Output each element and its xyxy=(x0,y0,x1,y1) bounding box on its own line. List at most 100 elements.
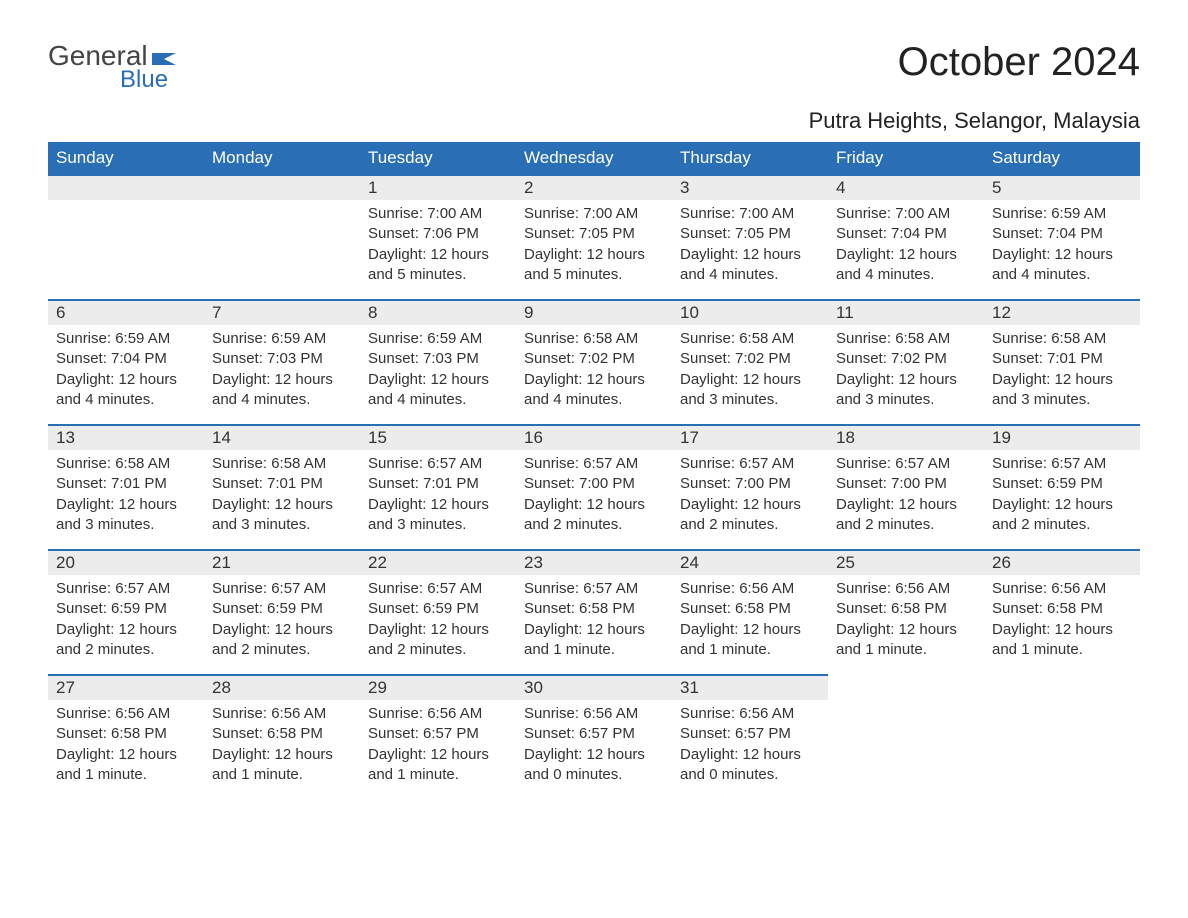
dayname-header: Monday xyxy=(204,142,360,174)
day-details: Sunrise: 7:00 AMSunset: 7:06 PMDaylight:… xyxy=(360,200,516,293)
day-number: 5 xyxy=(984,174,1140,200)
calendar-cell: 15Sunrise: 6:57 AMSunset: 7:01 PMDayligh… xyxy=(360,424,516,549)
calendar-cell: 26Sunrise: 6:56 AMSunset: 6:58 PMDayligh… xyxy=(984,549,1140,674)
calendar-cell: 13Sunrise: 6:58 AMSunset: 7:01 PMDayligh… xyxy=(48,424,204,549)
dayname-header: Sunday xyxy=(48,142,204,174)
day-number: 27 xyxy=(48,674,204,700)
calendar-cell: 23Sunrise: 6:57 AMSunset: 6:58 PMDayligh… xyxy=(516,549,672,674)
day-details: Sunrise: 6:59 AMSunset: 7:04 PMDaylight:… xyxy=(984,200,1140,293)
calendar-cell: 18Sunrise: 6:57 AMSunset: 7:00 PMDayligh… xyxy=(828,424,984,549)
calendar-cell: 7Sunrise: 6:59 AMSunset: 7:03 PMDaylight… xyxy=(204,299,360,424)
dayname-header: Thursday xyxy=(672,142,828,174)
calendar-cell: 6Sunrise: 6:59 AMSunset: 7:04 PMDaylight… xyxy=(48,299,204,424)
day-number: 18 xyxy=(828,424,984,450)
day-details: Sunrise: 6:56 AMSunset: 6:57 PMDaylight:… xyxy=(360,700,516,793)
day-details: Sunrise: 6:58 AMSunset: 7:01 PMDaylight:… xyxy=(984,325,1140,418)
dayname-header: Saturday xyxy=(984,142,1140,174)
calendar-cell: 31Sunrise: 6:56 AMSunset: 6:57 PMDayligh… xyxy=(672,674,828,799)
day-number: 13 xyxy=(48,424,204,450)
calendar-cell: 1Sunrise: 7:00 AMSunset: 7:06 PMDaylight… xyxy=(360,174,516,299)
calendar-cell: 22Sunrise: 6:57 AMSunset: 6:59 PMDayligh… xyxy=(360,549,516,674)
calendar-cell: 10Sunrise: 6:58 AMSunset: 7:02 PMDayligh… xyxy=(672,299,828,424)
day-details: Sunrise: 6:58 AMSunset: 7:02 PMDaylight:… xyxy=(516,325,672,418)
day-details: Sunrise: 6:57 AMSunset: 6:58 PMDaylight:… xyxy=(516,575,672,668)
day-number: 30 xyxy=(516,674,672,700)
calendar-cell: 3Sunrise: 7:00 AMSunset: 7:05 PMDaylight… xyxy=(672,174,828,299)
calendar-cell: 12Sunrise: 6:58 AMSunset: 7:01 PMDayligh… xyxy=(984,299,1140,424)
calendar-cell: 16Sunrise: 6:57 AMSunset: 7:00 PMDayligh… xyxy=(516,424,672,549)
logo: General Blue xyxy=(48,40,176,94)
day-number: 16 xyxy=(516,424,672,450)
day-number: 17 xyxy=(672,424,828,450)
day-details: Sunrise: 6:59 AMSunset: 7:03 PMDaylight:… xyxy=(204,325,360,418)
day-number: 31 xyxy=(672,674,828,700)
day-details: Sunrise: 6:57 AMSunset: 6:59 PMDaylight:… xyxy=(360,575,516,668)
day-details: Sunrise: 6:59 AMSunset: 7:04 PMDaylight:… xyxy=(48,325,204,418)
day-number: 24 xyxy=(672,549,828,575)
month-title: October 2024 xyxy=(898,40,1140,85)
day-number: 29 xyxy=(360,674,516,700)
day-details: Sunrise: 7:00 AMSunset: 7:05 PMDaylight:… xyxy=(516,200,672,293)
day-details: Sunrise: 6:56 AMSunset: 6:57 PMDaylight:… xyxy=(672,700,828,793)
day-number: 6 xyxy=(48,299,204,325)
calendar-cell: 4Sunrise: 7:00 AMSunset: 7:04 PMDaylight… xyxy=(828,174,984,299)
calendar-cell: 20Sunrise: 6:57 AMSunset: 6:59 PMDayligh… xyxy=(48,549,204,674)
calendar-cell: 25Sunrise: 6:56 AMSunset: 6:58 PMDayligh… xyxy=(828,549,984,674)
day-details: Sunrise: 6:58 AMSunset: 7:02 PMDaylight:… xyxy=(828,325,984,418)
day-number: 9 xyxy=(516,299,672,325)
calendar-cell-empty xyxy=(204,174,360,299)
day-number: 23 xyxy=(516,549,672,575)
day-details: Sunrise: 6:57 AMSunset: 7:01 PMDaylight:… xyxy=(360,450,516,543)
day-number: 22 xyxy=(360,549,516,575)
calendar-cell: 17Sunrise: 6:57 AMSunset: 7:00 PMDayligh… xyxy=(672,424,828,549)
day-details: Sunrise: 6:58 AMSunset: 7:01 PMDaylight:… xyxy=(48,450,204,543)
day-number: 10 xyxy=(672,299,828,325)
day-number: 25 xyxy=(828,549,984,575)
day-details: Sunrise: 6:57 AMSunset: 7:00 PMDaylight:… xyxy=(828,450,984,543)
day-number: 14 xyxy=(204,424,360,450)
calendar-cell: 14Sunrise: 6:58 AMSunset: 7:01 PMDayligh… xyxy=(204,424,360,549)
dayname-header: Tuesday xyxy=(360,142,516,174)
day-number: 2 xyxy=(516,174,672,200)
day-details: Sunrise: 6:57 AMSunset: 6:59 PMDaylight:… xyxy=(48,575,204,668)
calendar-cell: 8Sunrise: 6:59 AMSunset: 7:03 PMDaylight… xyxy=(360,299,516,424)
day-number: 8 xyxy=(360,299,516,325)
calendar-cell: 27Sunrise: 6:56 AMSunset: 6:58 PMDayligh… xyxy=(48,674,204,799)
day-number: 7 xyxy=(204,299,360,325)
location-subtitle: Putra Heights, Selangor, Malaysia xyxy=(48,108,1140,134)
logo-flag-icon-2 xyxy=(152,53,176,65)
day-number: 4 xyxy=(828,174,984,200)
day-number: 12 xyxy=(984,299,1140,325)
day-number: 15 xyxy=(360,424,516,450)
calendar-cell: 30Sunrise: 6:56 AMSunset: 6:57 PMDayligh… xyxy=(516,674,672,799)
day-details: Sunrise: 6:57 AMSunset: 7:00 PMDaylight:… xyxy=(516,450,672,543)
day-details: Sunrise: 6:56 AMSunset: 6:57 PMDaylight:… xyxy=(516,700,672,793)
calendar-cell: 28Sunrise: 6:56 AMSunset: 6:58 PMDayligh… xyxy=(204,674,360,799)
day-number: 21 xyxy=(204,549,360,575)
calendar-cell: 11Sunrise: 6:58 AMSunset: 7:02 PMDayligh… xyxy=(828,299,984,424)
day-number: 11 xyxy=(828,299,984,325)
day-number: 26 xyxy=(984,549,1140,575)
calendar-cell: 24Sunrise: 6:56 AMSunset: 6:58 PMDayligh… xyxy=(672,549,828,674)
day-details: Sunrise: 6:56 AMSunset: 6:58 PMDaylight:… xyxy=(48,700,204,793)
logo-word2: Blue xyxy=(120,66,168,94)
calendar-cell: 9Sunrise: 6:58 AMSunset: 7:02 PMDaylight… xyxy=(516,299,672,424)
day-details: Sunrise: 6:56 AMSunset: 6:58 PMDaylight:… xyxy=(672,575,828,668)
day-details: Sunrise: 6:56 AMSunset: 6:58 PMDaylight:… xyxy=(204,700,360,793)
day-details: Sunrise: 6:58 AMSunset: 7:01 PMDaylight:… xyxy=(204,450,360,543)
day-number: 3 xyxy=(672,174,828,200)
calendar-cell: 2Sunrise: 7:00 AMSunset: 7:05 PMDaylight… xyxy=(516,174,672,299)
calendar-cell: 21Sunrise: 6:57 AMSunset: 6:59 PMDayligh… xyxy=(204,549,360,674)
day-details: Sunrise: 6:57 AMSunset: 7:00 PMDaylight:… xyxy=(672,450,828,543)
day-number: 19 xyxy=(984,424,1140,450)
day-details: Sunrise: 6:56 AMSunset: 6:58 PMDaylight:… xyxy=(984,575,1140,668)
day-number: 28 xyxy=(204,674,360,700)
day-details: Sunrise: 6:57 AMSunset: 6:59 PMDaylight:… xyxy=(204,575,360,668)
calendar-cell-empty xyxy=(48,174,204,299)
day-details: Sunrise: 6:57 AMSunset: 6:59 PMDaylight:… xyxy=(984,450,1140,543)
day-details: Sunrise: 6:56 AMSunset: 6:58 PMDaylight:… xyxy=(828,575,984,668)
calendar-cell: 5Sunrise: 6:59 AMSunset: 7:04 PMDaylight… xyxy=(984,174,1140,299)
day-details: Sunrise: 7:00 AMSunset: 7:05 PMDaylight:… xyxy=(672,200,828,293)
calendar-cell: 19Sunrise: 6:57 AMSunset: 6:59 PMDayligh… xyxy=(984,424,1140,549)
day-number: 1 xyxy=(360,174,516,200)
